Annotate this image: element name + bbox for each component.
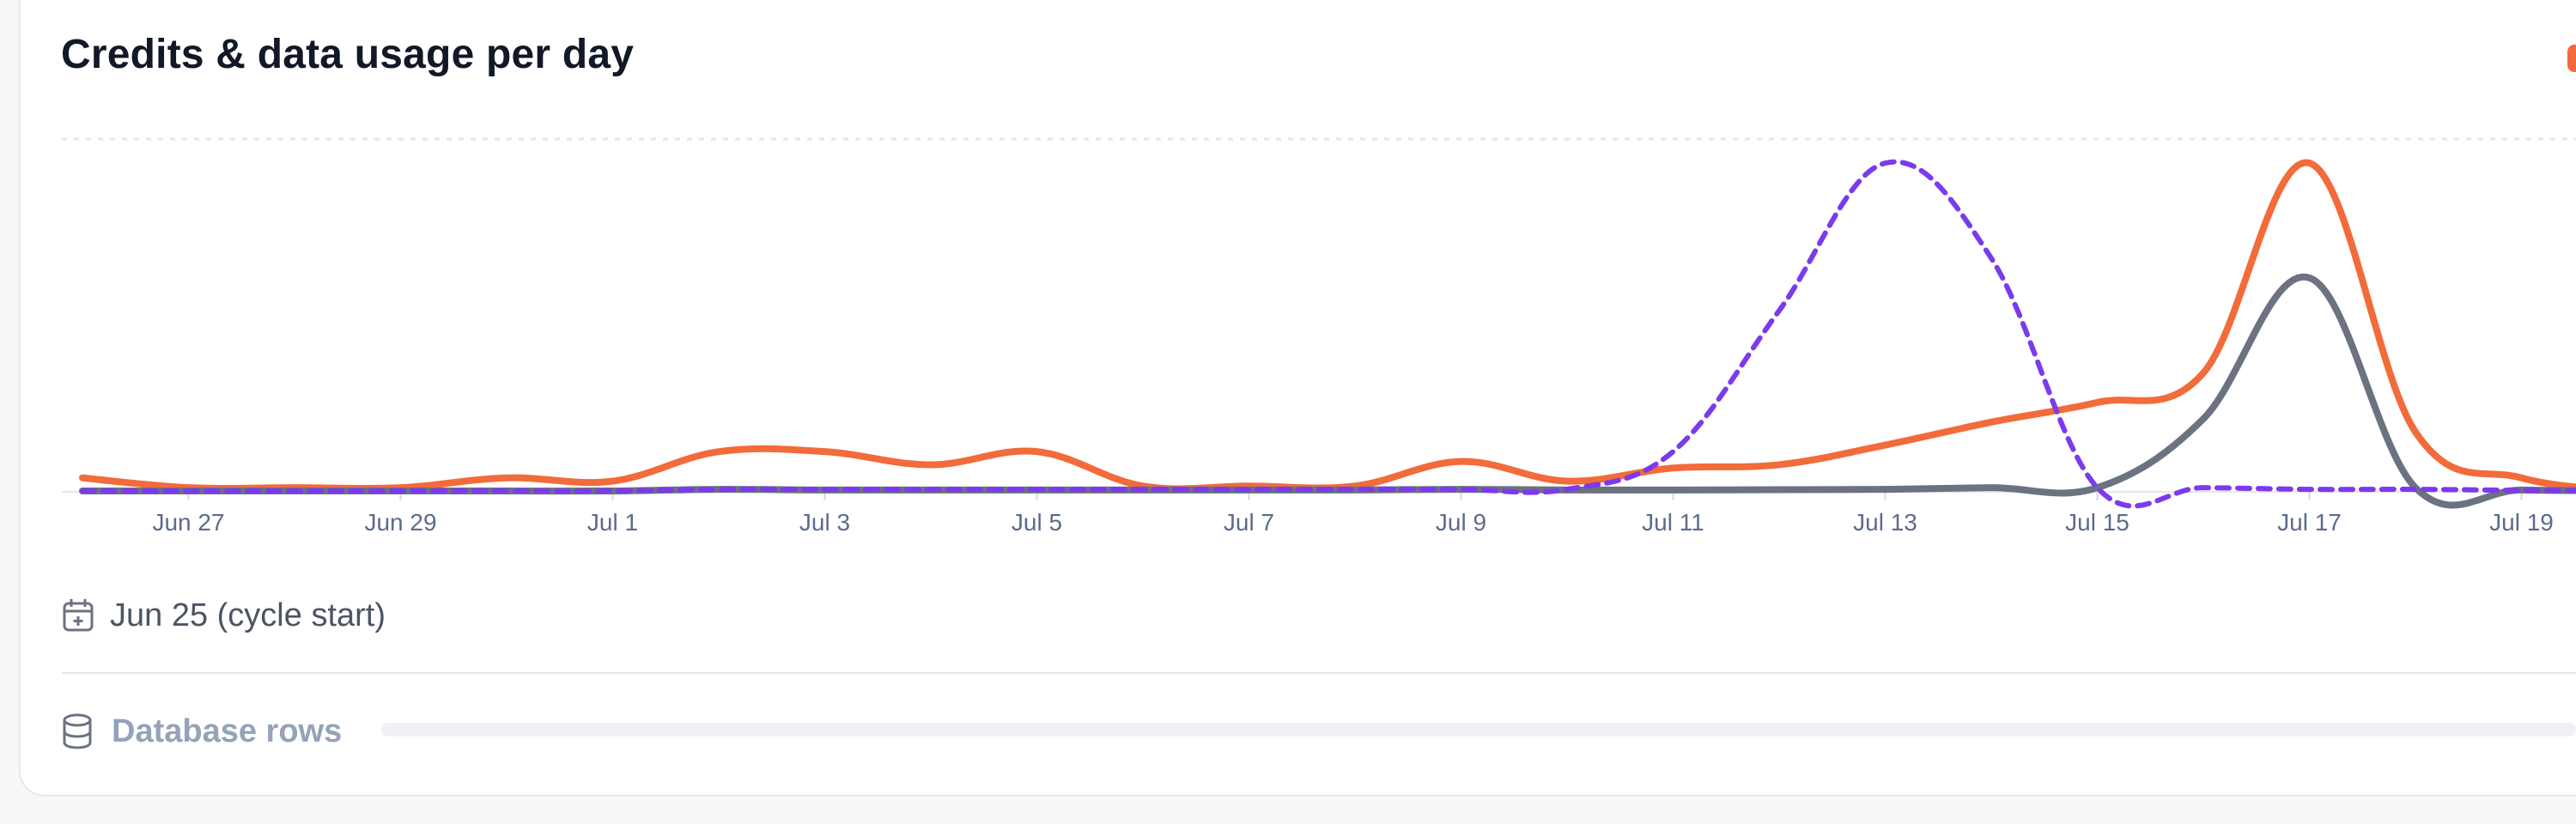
cycle-start-row: Jun 25 (cycle start): [62, 595, 386, 636]
x-tick-label: Jul 13: [1853, 509, 1917, 536]
x-tick-label: Jul 9: [1436, 509, 1486, 536]
data-usage-line: [80, 159, 2576, 509]
x-tick-label: Jul 7: [1224, 509, 1274, 536]
x-tick-label: Jun 27: [152, 509, 224, 536]
x-tick-label: Jul 3: [799, 509, 850, 536]
database-rows-label: Database rows: [112, 712, 343, 749]
legend-swatch[interactable]: [2567, 45, 2576, 72]
x-tick-label: Jul 11: [1642, 509, 1704, 536]
calendar-icon: [62, 597, 94, 633]
section-divider: [62, 672, 2576, 674]
x-tick-label: Jul 15: [2065, 509, 2129, 536]
database-rows-progress: [381, 723, 2576, 736]
credits-line: [79, 159, 2576, 493]
x-tick-label: Jun 29: [364, 509, 436, 536]
card-title: Credits & data usage per day: [61, 32, 635, 77]
x-tick-label: Jul 17: [2277, 509, 2342, 536]
x-tick-label: Jul 19: [2489, 509, 2554, 536]
secondary-usage-line: [79, 273, 2576, 509]
x-tick-label: Jul 1: [587, 509, 638, 536]
database-icon: [62, 713, 93, 749]
x-tick-label: Jul 5: [1012, 509, 1062, 536]
cycle-start-label: Jun 25 (cycle start): [110, 597, 386, 633]
database-rows-row: Database rows: [62, 709, 342, 754]
